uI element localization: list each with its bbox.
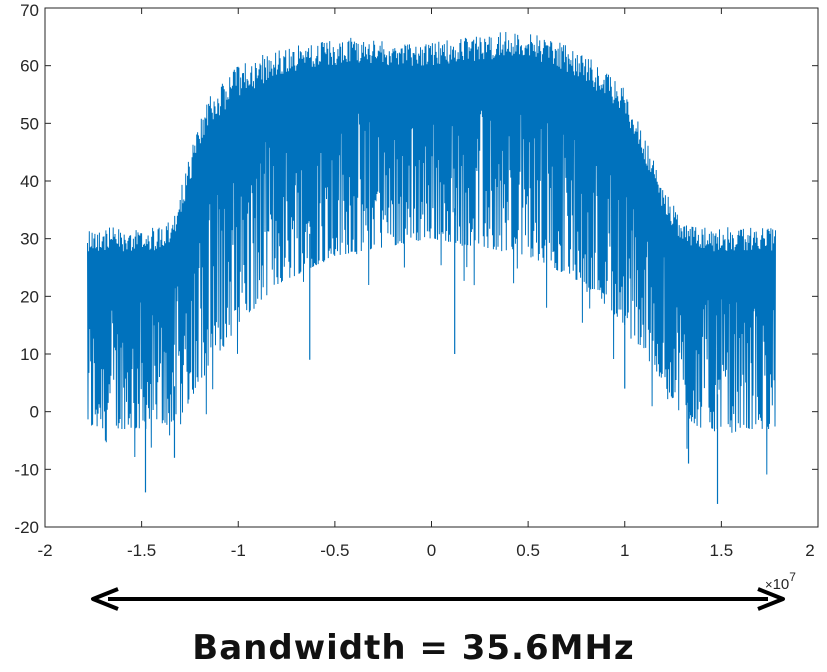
x-tick-label: -1.5 (127, 541, 156, 560)
y-tick-label: -10 (14, 460, 39, 479)
arrow-left-head (91, 587, 119, 611)
y-tick-label: 20 (20, 287, 39, 306)
y-tick-label: 50 (20, 114, 39, 133)
x-tick-label: 2 (805, 541, 814, 560)
x-tick-label: 0 (427, 541, 436, 560)
arrow-right-head (757, 587, 785, 611)
y-tick-label: 0 (30, 403, 39, 422)
y-tick-label: 70 (20, 1, 39, 20)
x-tick-label: 0.5 (516, 541, 540, 560)
tick-layer: -2 -1.5 -1 -0.5 0 0.5 1 1.5 2 70 60 50 40 30 20 10 0 -10 -… (14, 1, 819, 560)
bandwidth-caption: Bandwidth = 35.6MHz (192, 628, 635, 668)
y-tick-label: 10 (20, 345, 39, 364)
x-tick-label: 1.5 (710, 541, 734, 560)
x-tick-label: -0.5 (320, 541, 349, 560)
bandwidth-arrow (91, 587, 785, 611)
y-tick-label: 40 (20, 172, 39, 191)
x-tick-label: -1 (231, 541, 246, 560)
y-tick-label: -20 (14, 518, 39, 537)
y-tick-label: 60 (20, 57, 39, 76)
plot-area: -2 -1.5 -1 -0.5 0 0.5 1 1.5 2 70 60 50 40 30 20 10 0 -10 -… (14, 1, 819, 560)
spectrum-line (87, 31, 776, 475)
x-tick-label: 1 (620, 541, 629, 560)
y-tick-label: 30 (20, 230, 39, 249)
x-tick-label: -2 (37, 541, 52, 560)
series-layer (87, 31, 776, 504)
x-exponent-label: ×107 (765, 570, 796, 593)
